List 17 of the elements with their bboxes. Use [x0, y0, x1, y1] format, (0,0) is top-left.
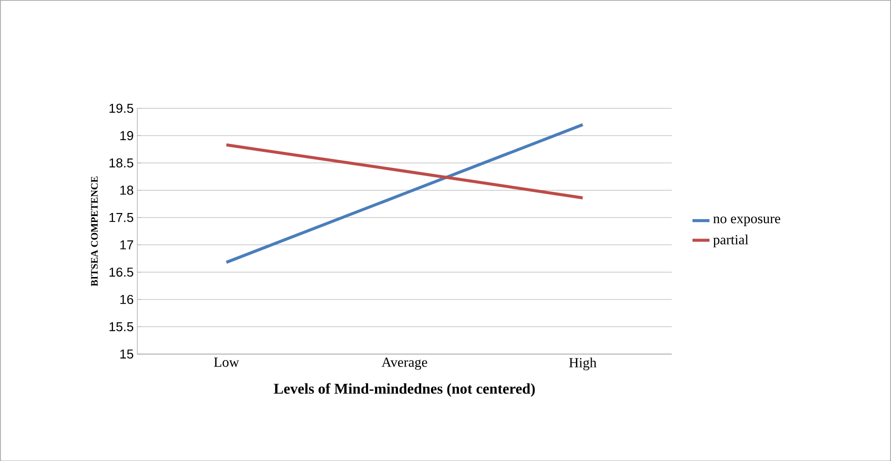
legend-label: partial	[713, 234, 748, 248]
legend-label: no exposure	[713, 216, 780, 226]
x-tick-label: High	[569, 357, 596, 370]
y-axis-title: BITSEA COMPETENCE	[91, 176, 98, 286]
x-tick-label: Average	[382, 357, 428, 370]
x-tick-label: Low	[214, 357, 240, 367]
y-tick-label: 17	[120, 240, 134, 250]
y-tick-label: 15	[120, 349, 134, 358]
y-tick-label: 18	[120, 185, 134, 195]
y-tick-label: 18.5	[110, 158, 134, 168]
x-axis-title: Levels of Mind-mindednes (not centered)	[274, 382, 535, 397]
y-tick-label: 16.5	[110, 267, 134, 277]
y-tick-label: 19	[120, 130, 134, 140]
y-tick-label: 17.5	[110, 212, 134, 222]
y-tick-label: 19.5	[110, 104, 134, 113]
y-tick-label: 15.5	[110, 322, 134, 332]
y-tick-label: 16	[120, 294, 134, 304]
